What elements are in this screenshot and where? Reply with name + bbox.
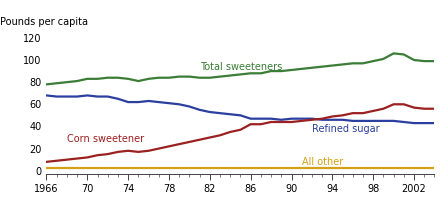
Text: Total sweeteners: Total sweeteners (200, 62, 282, 72)
Text: All other: All other (302, 157, 343, 167)
Text: Pounds per capita: Pounds per capita (0, 17, 88, 27)
Text: Refined sugar: Refined sugar (312, 124, 380, 134)
Text: Corn sweetener: Corn sweetener (67, 134, 144, 144)
